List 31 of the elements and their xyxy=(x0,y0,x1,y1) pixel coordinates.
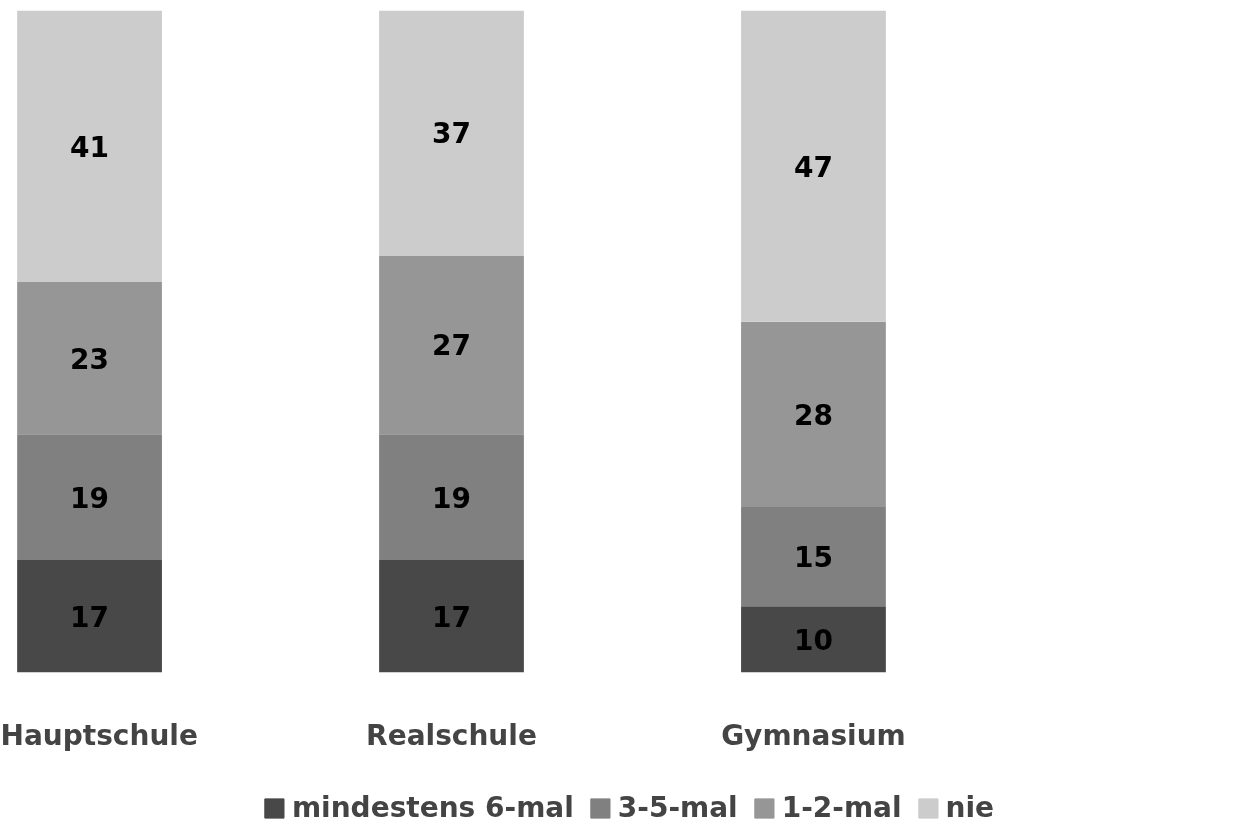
x-tick-label: Hauptschule xyxy=(0,718,198,752)
data-label: 37 xyxy=(432,117,471,151)
legend-label: mindestens 6-mal xyxy=(291,791,574,824)
bar xyxy=(379,559,524,673)
data-label: 15 xyxy=(793,541,833,575)
bar xyxy=(17,281,162,435)
data-label: 19 xyxy=(432,481,471,515)
data-label: 28 xyxy=(793,398,833,432)
data-label: 10 xyxy=(793,623,833,657)
legend-label: 1-2-mal xyxy=(781,791,902,824)
data-label: 19 xyxy=(70,481,110,515)
bar xyxy=(379,434,524,560)
bar xyxy=(741,507,886,607)
data-label: 27 xyxy=(432,329,471,363)
bar xyxy=(741,606,886,673)
data-label: 23 xyxy=(70,342,110,376)
data-label: 17 xyxy=(432,600,471,634)
data-label: 41 xyxy=(70,130,110,164)
bar xyxy=(379,255,524,435)
data-label: 47 xyxy=(793,150,833,184)
bar xyxy=(741,321,886,507)
bar xyxy=(379,10,524,256)
bar xyxy=(17,434,162,560)
bar xyxy=(17,10,162,282)
x-tick-label: Gymnasium xyxy=(721,718,906,752)
bar xyxy=(17,559,162,673)
x-tick-label: Realschule xyxy=(366,718,537,752)
legend-label: 3-5-mal xyxy=(617,791,738,824)
bar xyxy=(741,10,886,322)
data-label: 17 xyxy=(70,600,110,634)
legend-label: nie xyxy=(945,791,995,824)
